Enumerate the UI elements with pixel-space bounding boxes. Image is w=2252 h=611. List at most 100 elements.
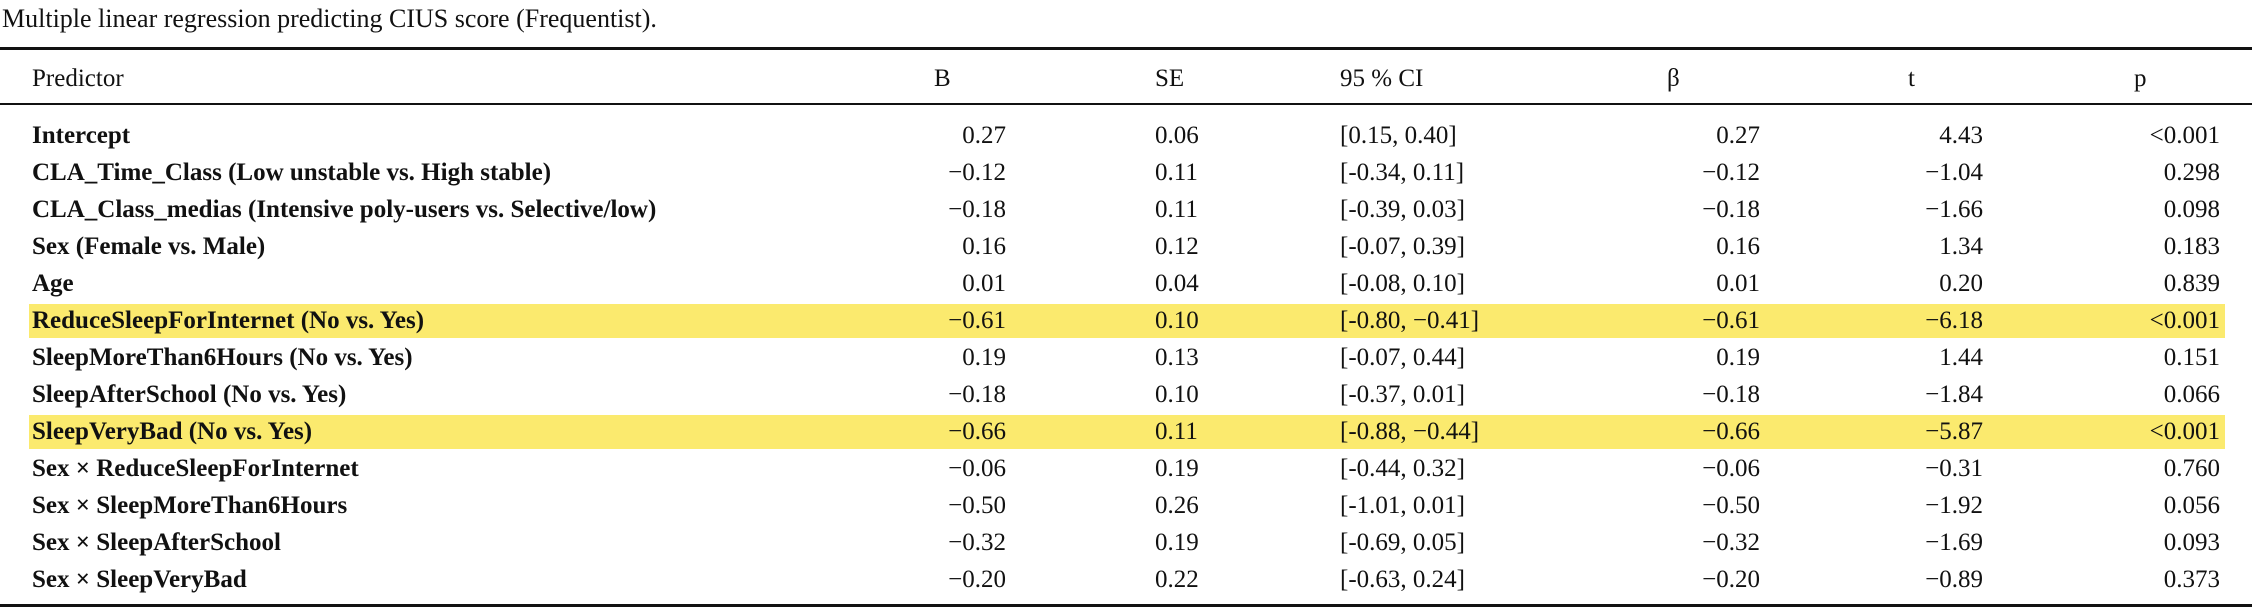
- value-cell: −0.61: [948, 307, 1006, 334]
- value-cell: −0.66: [1702, 418, 1760, 445]
- value-cell: 0.19: [1155, 455, 1199, 482]
- value-cell: [-0.80, −0.41]: [1340, 307, 1480, 334]
- value-cell: −1.84: [1925, 381, 1983, 408]
- value-cell: −1.69: [1925, 529, 1983, 556]
- predictor-cell: Sex × SleepVeryBad: [32, 566, 247, 593]
- value-cell: −0.20: [1702, 566, 1760, 593]
- value-cell: 0.098: [2163, 196, 2220, 223]
- table-row: Intercept 0.27 0.06 [0.15, 0.40] 0.27 4.43 <0.…: [29, 119, 2225, 153]
- column-header: Predictor: [32, 65, 124, 92]
- value-cell: 0.22: [1155, 566, 1199, 593]
- table-row: Sex × SleepMoreThan6Hours −0.50 0.26 [-1.01…: [29, 489, 2225, 523]
- value-cell: −0.20: [948, 566, 1006, 593]
- value-cell: [-0.39, 0.03]: [1340, 196, 1465, 223]
- value-cell: −0.31: [1925, 455, 1983, 482]
- top-rule: [0, 47, 2252, 50]
- value-cell: 0.01: [962, 270, 1006, 297]
- value-cell: 0.10: [1155, 307, 1199, 334]
- header-row: Predictor B SE 95 % CI β t p: [29, 62, 2225, 96]
- value-cell: 0.20: [1939, 270, 1983, 297]
- value-cell: 1.34: [1939, 233, 1983, 260]
- value-cell: 0.183: [2163, 233, 2220, 260]
- value-cell: 0.01: [1716, 270, 1760, 297]
- value-cell: [-0.07, 0.39]: [1340, 233, 1465, 260]
- predictor-cell: Sex × SleepAfterSchool: [32, 529, 281, 556]
- table-row: CLA_Time_Class (Low unstable vs. High st…: [29, 156, 2225, 190]
- table-row: SleepVeryBad (No vs. Yes) −0.66 0.11 [-0.88…: [29, 415, 2225, 449]
- value-cell: 0.19: [1155, 529, 1199, 556]
- value-cell: −5.87: [1925, 418, 1983, 445]
- value-cell: 0.27: [962, 122, 1006, 149]
- value-cell: [-0.88, −0.44]: [1340, 418, 1480, 445]
- table-row: Sex × SleepAfterSchool −0.32 0.19 [-0.69, 0…: [29, 526, 2225, 560]
- value-cell: −1.92: [1925, 492, 1983, 519]
- value-cell: −0.50: [948, 492, 1006, 519]
- value-cell: −0.12: [1702, 159, 1760, 186]
- value-cell: −0.18: [1702, 196, 1760, 223]
- value-cell: [-1.01, 0.01]: [1340, 492, 1465, 519]
- predictor-cell: ReduceSleepForInternet (No vs. Yes): [32, 307, 425, 334]
- value-cell: −0.61: [1702, 307, 1760, 334]
- value-cell: [-0.63, 0.24]: [1340, 566, 1465, 593]
- value-cell: 0.298: [2163, 159, 2220, 186]
- value-cell: 0.760: [2163, 455, 2220, 482]
- value-cell: 0.11: [1155, 196, 1198, 223]
- value-cell: <0.001: [2149, 122, 2220, 149]
- value-cell: 0.093: [2163, 529, 2220, 556]
- value-cell: 1.44: [1939, 344, 1983, 371]
- column-header: B: [934, 65, 951, 92]
- value-cell: [-0.44, 0.32]: [1340, 455, 1465, 482]
- value-cell: 0.16: [962, 233, 1006, 260]
- bottom-rule: [0, 604, 2252, 607]
- value-cell: 0.16: [1716, 233, 1760, 260]
- value-cell: 0.19: [962, 344, 1006, 371]
- column-header: 95 % CI: [1340, 65, 1424, 92]
- table-row: Sex × SleepVeryBad −0.20 0.22 [-0.63, 0.24]…: [29, 563, 2225, 597]
- predictor-cell: CLA_Class_medias (Intensive poly-users v…: [32, 196, 657, 223]
- predictor-cell: Sex × SleepMoreThan6Hours: [32, 492, 348, 519]
- value-cell: −0.32: [1702, 529, 1760, 556]
- value-cell: −0.18: [948, 196, 1006, 223]
- table-row: SleepAfterSchool (No vs. Yes) −0.18 0.10 [-…: [29, 378, 2225, 412]
- column-header: SE: [1155, 65, 1185, 92]
- value-cell: 0.12: [1155, 233, 1199, 260]
- value-cell: −0.06: [1702, 455, 1760, 482]
- value-cell: −0.66: [948, 418, 1006, 445]
- table-row: Sex × ReduceSleepForInternet −0.06 0.19 [-0…: [29, 452, 2225, 486]
- value-cell: −1.66: [1925, 196, 1983, 223]
- value-cell: <0.001: [2149, 307, 2220, 334]
- value-cell: <0.001: [2149, 418, 2220, 445]
- value-cell: 0.04: [1155, 270, 1199, 297]
- value-cell: −0.89: [1925, 566, 1983, 593]
- column-header: p: [2134, 65, 2147, 92]
- predictor-cell: Sex × ReduceSleepForInternet: [32, 455, 359, 482]
- value-cell: [-0.08, 0.10]: [1340, 270, 1465, 297]
- value-cell: 0.839: [2163, 270, 2220, 297]
- value-cell: −0.18: [948, 381, 1006, 408]
- column-header: t: [1908, 65, 1915, 92]
- value-cell: 0.11: [1155, 418, 1198, 445]
- value-cell: [-0.07, 0.44]: [1340, 344, 1465, 371]
- value-cell: 0.13: [1155, 344, 1199, 371]
- predictor-cell: Sex (Female vs. Male): [32, 233, 266, 260]
- table-caption: Multiple linear regression predicting CI…: [2, 4, 657, 33]
- predictor-cell: SleepAfterSchool (No vs. Yes): [32, 381, 347, 408]
- value-cell: [0.15, 0.40]: [1340, 122, 1457, 149]
- predictor-cell: Intercept: [32, 122, 131, 149]
- predictor-cell: SleepVeryBad (No vs. Yes): [32, 418, 313, 445]
- value-cell: [-0.37, 0.01]: [1340, 381, 1465, 408]
- value-cell: 0.26: [1155, 492, 1199, 519]
- predictor-cell: SleepMoreThan6Hours (No vs. Yes): [32, 344, 413, 371]
- column-header: β: [1667, 65, 1680, 92]
- value-cell: 4.43: [1939, 122, 1983, 149]
- value-cell: −0.18: [1702, 381, 1760, 408]
- value-cell: 0.373: [2163, 566, 2220, 593]
- predictor-cell: CLA_Time_Class (Low unstable vs. High st…: [32, 159, 552, 186]
- value-cell: −0.06: [948, 455, 1006, 482]
- table-row: Sex (Female vs. Male) 0.16 0.12 [-0.07, 0.3…: [29, 230, 2225, 264]
- value-cell: 0.066: [2163, 381, 2220, 408]
- value-cell: −1.04: [1925, 159, 1983, 186]
- value-cell: −0.50: [1702, 492, 1760, 519]
- table-row: ReduceSleepForInternet (No vs. Yes) −0.61…: [29, 304, 2225, 338]
